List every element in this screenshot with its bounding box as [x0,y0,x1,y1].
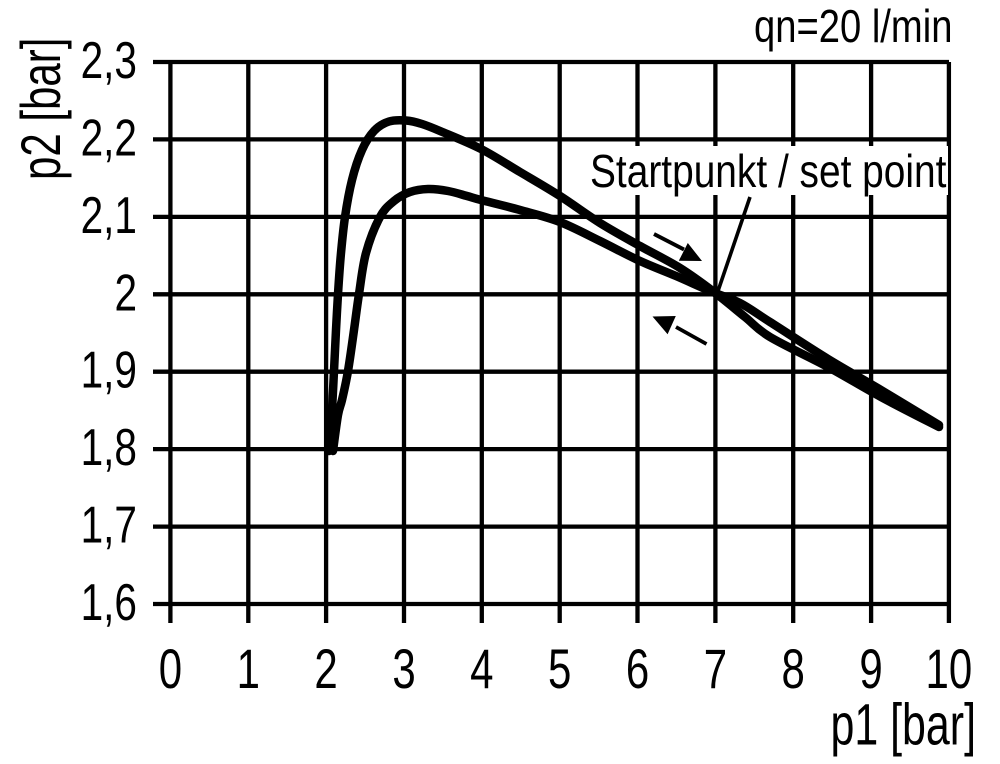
svg-text:2: 2 [114,263,137,321]
svg-text:5: 5 [548,638,571,700]
svg-text:2,1: 2,1 [81,186,137,244]
svg-text:0: 0 [159,638,182,700]
svg-text:1,8: 1,8 [81,418,137,476]
svg-text:9: 9 [859,638,882,700]
svg-text:qn=20 l/min: qn=20 l/min [754,1,952,52]
svg-text:3: 3 [392,638,415,700]
svg-text:1,7: 1,7 [81,496,137,554]
svg-text:2,2: 2,2 [81,109,137,167]
svg-text:4: 4 [470,638,493,700]
svg-text:10: 10 [926,638,973,700]
svg-text:2: 2 [314,638,337,700]
svg-text:p2 [bar]: p2 [bar] [10,38,72,180]
svg-text:8: 8 [782,638,805,700]
svg-text:1,9: 1,9 [81,341,137,399]
svg-text:1,6: 1,6 [81,573,137,631]
svg-text:1: 1 [237,638,260,700]
svg-text:2,3: 2,3 [81,31,137,89]
svg-text:6: 6 [626,638,649,700]
svg-text:p1 [bar]: p1 [bar] [830,692,976,757]
svg-text:Startpunkt / set point: Startpunkt / set point [590,146,947,198]
svg-text:7: 7 [704,638,727,700]
